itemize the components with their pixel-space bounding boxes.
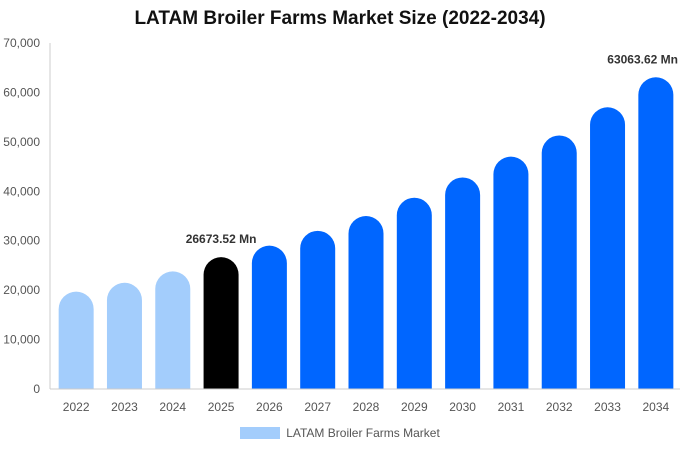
bar-2025 [203, 257, 239, 389]
x-tick-label: 2022 [63, 400, 90, 414]
x-tick-label: 2030 [449, 400, 476, 414]
x-tick-label: 2024 [159, 400, 186, 414]
bars [58, 77, 674, 390]
data-label-2025: 26673.52 Mn [186, 232, 257, 246]
bar-2028 [348, 216, 384, 389]
y-tick-label: 20,000 [3, 283, 40, 297]
bar-chart: 0 10,000 20,000 30,000 40,000 50,000 60,000 70,… [3, 36, 680, 414]
bar-2030 [445, 177, 481, 389]
y-tick-label: 60,000 [3, 85, 40, 99]
bar-2033 [590, 107, 626, 389]
x-axis: 2022 2023 2024 2025 2026 2027 2028 2029 2030 2031… [50, 388, 680, 414]
bar-2029 [396, 197, 432, 389]
legend-swatch [240, 427, 281, 439]
x-tick-label: 2028 [353, 400, 380, 414]
x-tick-label: 2023 [111, 400, 138, 414]
data-labels: 26673.52 Mn 63063.62 Mn [186, 52, 678, 246]
bar-2026 [251, 245, 287, 389]
bar-2031 [493, 156, 529, 389]
bar-2027 [300, 230, 336, 389]
x-tick-label: 2032 [546, 400, 573, 414]
y-tick-label: 30,000 [3, 234, 40, 248]
y-tick-label: 40,000 [3, 184, 40, 198]
x-tick-label: 2027 [304, 400, 331, 414]
y-tick-label: 50,000 [3, 135, 40, 149]
chart-title: LATAM Broiler Farms Market Size (2022-20… [134, 8, 546, 29]
x-tick-label: 2029 [401, 400, 428, 414]
bar-2023 [106, 282, 142, 389]
y-tick-label: 0 [33, 382, 40, 396]
x-tick-label: 2033 [594, 400, 621, 414]
x-tick-label: 2026 [256, 400, 283, 414]
legend-label: LATAM Broiler Farms Market [286, 426, 440, 440]
bar-2034 [638, 77, 674, 390]
x-tick-label: 2031 [498, 400, 525, 414]
legend: LATAM Broiler Farms Market [0, 426, 680, 440]
x-tick-label: 2034 [642, 400, 669, 414]
bar-2024 [155, 271, 191, 389]
bar-2022 [58, 291, 94, 389]
y-tick-label: 70,000 [3, 36, 40, 50]
y-tick-label: 10,000 [3, 333, 40, 347]
y-axis: 0 10,000 20,000 30,000 40,000 50,000 60,000 70,… [3, 36, 51, 396]
x-tick-label: 2025 [208, 400, 235, 414]
data-label-2034: 63063.62 Mn [607, 52, 678, 66]
bar-2032 [541, 135, 577, 389]
